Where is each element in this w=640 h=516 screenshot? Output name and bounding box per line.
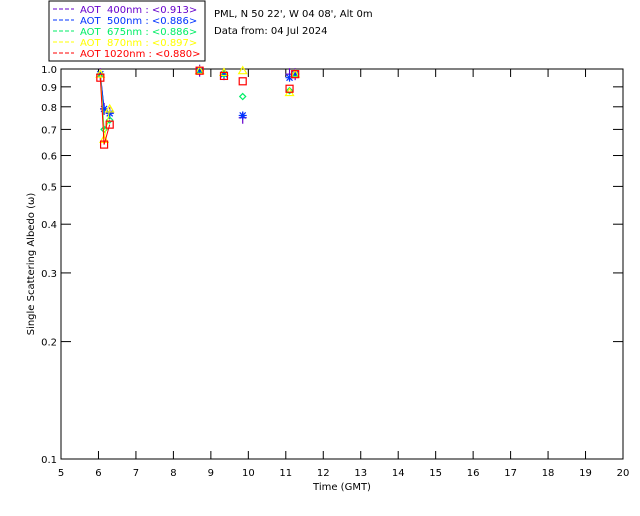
x-tick-label: 9 xyxy=(208,468,214,479)
mark xyxy=(291,70,300,79)
mark xyxy=(220,70,228,79)
x-tick-label: 10 xyxy=(242,468,255,479)
mark xyxy=(105,120,114,129)
marker-square xyxy=(96,73,105,82)
legend-box xyxy=(48,0,206,62)
marker-square xyxy=(105,120,114,129)
marker-square xyxy=(195,66,204,75)
legend-entry: AOT 400nm : <0.913> xyxy=(80,5,197,16)
marker-diamond xyxy=(238,92,247,101)
x-tick-label: 8 xyxy=(170,468,176,479)
y-tick-label: 0.9 xyxy=(41,83,57,94)
y-tick-label: 0.1 xyxy=(41,455,57,466)
date-label: Data from: 04 Jul 2024 xyxy=(214,26,327,37)
plot-area xyxy=(60,68,624,460)
y-tick-label: 0.3 xyxy=(41,269,57,280)
x-tick-label: 19 xyxy=(579,468,592,479)
marker-asterisk xyxy=(285,73,294,82)
marker-square xyxy=(238,77,247,86)
x-tick-label: 7 xyxy=(133,468,139,479)
marker-square xyxy=(99,140,109,149)
y-tick-label: 0.8 xyxy=(41,103,57,114)
marker-triangle xyxy=(237,65,248,75)
marker-square xyxy=(285,84,294,93)
x-tick-label: 14 xyxy=(392,468,405,479)
marker-diamond xyxy=(220,70,228,79)
legend-entry: AOT 675nm : <0.886> xyxy=(80,27,197,38)
marker-triangle xyxy=(104,103,115,113)
y-tick-label: 0.5 xyxy=(41,182,57,193)
x-tick-label: 17 xyxy=(504,468,517,479)
y-tick-label: 0.7 xyxy=(41,125,57,136)
marker-asterisk xyxy=(238,111,247,120)
x-tick-label: 15 xyxy=(429,468,442,479)
mark xyxy=(196,67,204,75)
x-tick-label: 20 xyxy=(617,468,630,479)
mark xyxy=(285,86,294,95)
x-tick-label: 16 xyxy=(467,468,480,479)
x-tick-label: 11 xyxy=(279,468,292,479)
mark xyxy=(285,84,294,93)
y-tick-label: 0.2 xyxy=(41,338,57,349)
y-tick-label: 0.6 xyxy=(41,152,57,163)
mark xyxy=(291,70,299,78)
legend-entry: AOT 500nm : <0.886> xyxy=(80,16,197,27)
mark xyxy=(237,65,248,75)
x-tick-label: 18 xyxy=(542,468,555,479)
mark xyxy=(96,73,105,82)
mark xyxy=(239,112,247,119)
mark xyxy=(238,77,247,86)
marker-diamond xyxy=(285,86,294,95)
x-tick-label: 13 xyxy=(354,468,367,479)
legend-entry: AOT 870nm : <0.897> xyxy=(80,38,197,49)
x-tick-label: 12 xyxy=(317,468,330,479)
mark xyxy=(99,140,109,149)
legend-entry: AOT 1020nm : <0.880> xyxy=(80,49,200,60)
y-axis-label: Single Scattering Albedo (ω) xyxy=(26,193,37,336)
y-tick-label: 1.0 xyxy=(41,65,57,76)
marker-square xyxy=(291,70,300,79)
x-tick-label: 6 xyxy=(95,468,101,479)
site-label: PML, N 50 22', W 04 08', Alt 0m xyxy=(214,9,373,20)
mark xyxy=(195,66,204,75)
series-line xyxy=(99,77,111,145)
legend: AOT 400nm : <0.913>AOT 500nm : <0.886>AO… xyxy=(53,5,200,60)
mark xyxy=(238,92,247,101)
marker-square xyxy=(219,71,229,81)
mark xyxy=(104,103,115,113)
mark xyxy=(219,71,229,81)
x-axis-label: Time (GMT) xyxy=(312,482,371,493)
y-tick-label: 0.4 xyxy=(41,220,57,231)
x-tick-label: 5 xyxy=(58,468,64,479)
mark xyxy=(106,109,114,117)
